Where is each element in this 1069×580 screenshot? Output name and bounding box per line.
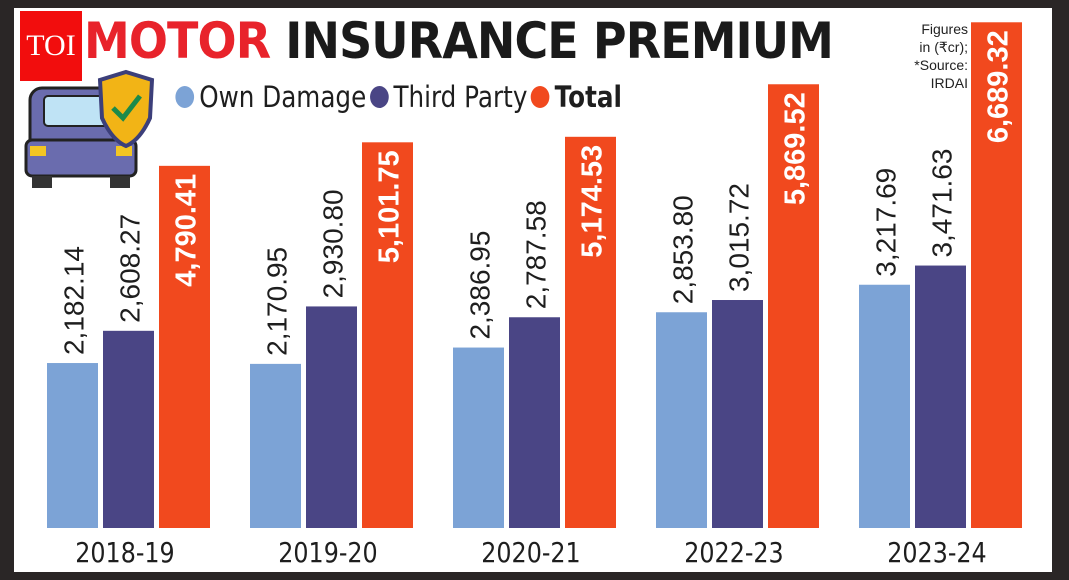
toi-logo: TOI bbox=[20, 11, 82, 81]
chart-title: MOTOR INSURANCE PREMIUM bbox=[84, 12, 834, 70]
note-line: Figures bbox=[921, 21, 968, 37]
data-label: 2,930.80 bbox=[318, 189, 349, 298]
car-shield-illustration bbox=[24, 69, 155, 188]
note-line: *Source: bbox=[914, 57, 968, 73]
data-label: 2,170.95 bbox=[262, 247, 293, 356]
x-tick-label: 2022-23 bbox=[684, 537, 783, 569]
title-prefix: M bbox=[84, 12, 130, 70]
data-label: 3,015.72 bbox=[724, 183, 755, 292]
bar-own-damage bbox=[859, 284, 910, 528]
x-tick-label: 2020-21 bbox=[481, 537, 580, 569]
note-line: IRDAI bbox=[930, 75, 968, 91]
bar-third-party bbox=[712, 300, 763, 528]
legend-swatch-third-party bbox=[369, 86, 389, 108]
legend-swatch-total bbox=[530, 86, 550, 108]
data-label: 5,174.53 bbox=[577, 145, 609, 258]
bar-third-party bbox=[509, 317, 560, 528]
bar-own-damage bbox=[656, 312, 707, 528]
bar-own-damage bbox=[250, 363, 301, 528]
data-label: 3,217.69 bbox=[871, 168, 902, 277]
bar-third-party bbox=[306, 306, 357, 528]
title-highlight: OTOR bbox=[128, 12, 271, 70]
data-label: 5,869.52 bbox=[780, 92, 812, 205]
title-rest: INSURANCE PREMIUM bbox=[270, 12, 834, 70]
bar-own-damage bbox=[453, 347, 504, 528]
data-label: 2,608.27 bbox=[115, 214, 146, 323]
bar-total bbox=[159, 165, 210, 528]
x-tick-label: 2019-20 bbox=[278, 537, 377, 569]
legend: Own Damage Third Party Total bbox=[172, 80, 622, 114]
bar-third-party bbox=[103, 330, 154, 528]
x-tick-label: 2018-19 bbox=[75, 537, 174, 569]
data-label: 2,386.95 bbox=[465, 231, 496, 340]
bar-total bbox=[768, 84, 819, 529]
data-label: 2,853.80 bbox=[668, 195, 699, 304]
data-label: 2,787.58 bbox=[521, 200, 552, 309]
source-note: Figures in (₹cr); *Source: IRDAI bbox=[894, 20, 968, 92]
legend-own-damage: Own Damage bbox=[199, 80, 367, 114]
bar-third-party bbox=[915, 265, 966, 528]
legend-swatch-own-damage bbox=[175, 86, 195, 108]
bar-total bbox=[362, 142, 413, 529]
x-tick-label: 2023-24 bbox=[887, 537, 986, 569]
bar-own-damage bbox=[47, 363, 98, 528]
data-label: 4,790.41 bbox=[171, 174, 203, 287]
bar-total bbox=[971, 22, 1022, 528]
note-line: in (₹cr); bbox=[919, 39, 968, 55]
data-label: 3,471.63 bbox=[927, 149, 958, 258]
legend-total: Total bbox=[554, 80, 622, 114]
legend-third-party: Third Party bbox=[393, 80, 528, 114]
bar-total bbox=[565, 136, 616, 528]
data-label: 2,182.14 bbox=[59, 246, 90, 355]
data-label: 6,689.32 bbox=[983, 30, 1015, 143]
data-label: 5,101.75 bbox=[374, 150, 406, 263]
